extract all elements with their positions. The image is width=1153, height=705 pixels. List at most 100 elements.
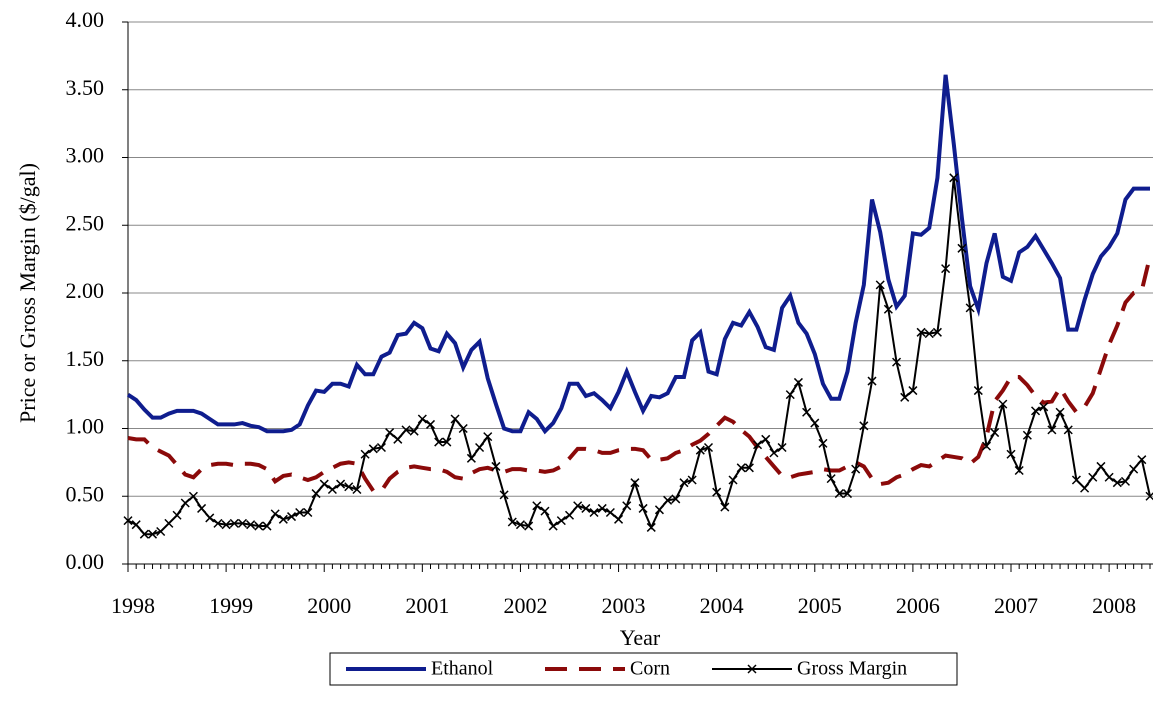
marker bbox=[164, 518, 174, 528]
x-tick-label: 2006 bbox=[896, 593, 940, 618]
marker bbox=[646, 522, 656, 532]
marker bbox=[450, 414, 460, 424]
marker bbox=[213, 518, 223, 528]
legend-marker bbox=[747, 664, 757, 674]
marker bbox=[777, 442, 787, 453]
y-tick-label: 4.00 bbox=[66, 7, 105, 32]
marker bbox=[548, 521, 558, 531]
x-tick-label: 2008 bbox=[1092, 593, 1136, 618]
marker bbox=[941, 264, 951, 274]
marker bbox=[466, 453, 476, 463]
marker bbox=[810, 418, 820, 428]
marker bbox=[319, 479, 329, 489]
marker bbox=[1063, 425, 1073, 435]
marker bbox=[965, 303, 975, 313]
marker bbox=[515, 520, 525, 530]
marker bbox=[736, 463, 746, 473]
marker bbox=[826, 474, 836, 484]
marker bbox=[744, 463, 754, 473]
marker bbox=[883, 304, 893, 314]
x-axis-title: Year bbox=[620, 625, 661, 650]
marker bbox=[425, 419, 436, 429]
x-tick-label: 2002 bbox=[503, 593, 547, 618]
marker bbox=[679, 478, 689, 488]
marker bbox=[246, 520, 256, 530]
x-tick-label: 2000 bbox=[307, 593, 351, 618]
y-tick-label: 3.50 bbox=[66, 75, 105, 100]
marker bbox=[197, 503, 207, 513]
marker bbox=[1055, 407, 1065, 417]
marker bbox=[303, 507, 313, 518]
marker bbox=[393, 434, 403, 444]
marker bbox=[1071, 475, 1081, 485]
marker bbox=[973, 386, 983, 396]
x-tick-label: 2007 bbox=[994, 593, 1038, 618]
marker bbox=[900, 392, 910, 402]
y-tick-label: 0.00 bbox=[66, 549, 105, 574]
marker bbox=[654, 505, 664, 515]
legend-label: Gross Margin bbox=[797, 658, 907, 680]
marker bbox=[336, 479, 346, 489]
marker bbox=[1120, 476, 1131, 486]
marker bbox=[262, 521, 272, 531]
legend-box bbox=[329, 652, 958, 686]
marker bbox=[859, 421, 869, 431]
marker bbox=[1039, 402, 1049, 412]
marker bbox=[139, 529, 149, 539]
marker bbox=[311, 489, 321, 499]
legend-label: Corn bbox=[630, 658, 670, 680]
marker bbox=[221, 520, 231, 530]
marker bbox=[507, 517, 517, 527]
x-tick-label: 2005 bbox=[798, 593, 842, 618]
marker bbox=[842, 489, 853, 499]
marker bbox=[1137, 455, 1147, 465]
marker bbox=[614, 514, 624, 524]
marker bbox=[556, 516, 566, 526]
marker bbox=[458, 423, 468, 434]
marker bbox=[360, 449, 370, 459]
marker bbox=[172, 510, 182, 520]
marker bbox=[712, 487, 722, 497]
marker bbox=[237, 518, 247, 528]
x-tick-label: 1998 bbox=[111, 593, 155, 618]
marker bbox=[401, 425, 411, 435]
y-axis-title: Price or Gross Margin ($/gal) bbox=[15, 163, 40, 423]
marker bbox=[483, 432, 493, 442]
marker bbox=[1031, 406, 1041, 416]
marker bbox=[990, 428, 1000, 438]
marker bbox=[916, 327, 926, 337]
marker bbox=[1014, 465, 1024, 476]
marker bbox=[622, 501, 632, 511]
marker bbox=[147, 529, 158, 539]
marker bbox=[131, 520, 141, 530]
marker bbox=[802, 407, 812, 417]
series-line bbox=[126, 74, 1150, 435]
marker bbox=[1022, 430, 1032, 440]
marker bbox=[532, 501, 542, 511]
marker bbox=[761, 434, 771, 444]
marker bbox=[753, 440, 763, 450]
marker bbox=[1129, 464, 1139, 474]
marker bbox=[385, 428, 395, 438]
legend-label: Ethanol bbox=[431, 658, 494, 680]
marker bbox=[295, 507, 305, 518]
marker bbox=[180, 498, 190, 508]
marker bbox=[924, 329, 934, 339]
marker bbox=[695, 445, 705, 455]
marker bbox=[957, 243, 967, 253]
marker bbox=[818, 438, 828, 448]
marker bbox=[1096, 461, 1106, 471]
marker bbox=[156, 526, 166, 537]
marker bbox=[981, 441, 992, 451]
marker bbox=[1104, 472, 1114, 482]
marker bbox=[368, 444, 378, 454]
marker bbox=[769, 448, 779, 458]
marker bbox=[1047, 425, 1057, 435]
marker bbox=[564, 510, 575, 520]
marker bbox=[540, 506, 550, 516]
marker bbox=[327, 484, 337, 495]
marker bbox=[270, 509, 280, 519]
marker bbox=[434, 437, 444, 447]
